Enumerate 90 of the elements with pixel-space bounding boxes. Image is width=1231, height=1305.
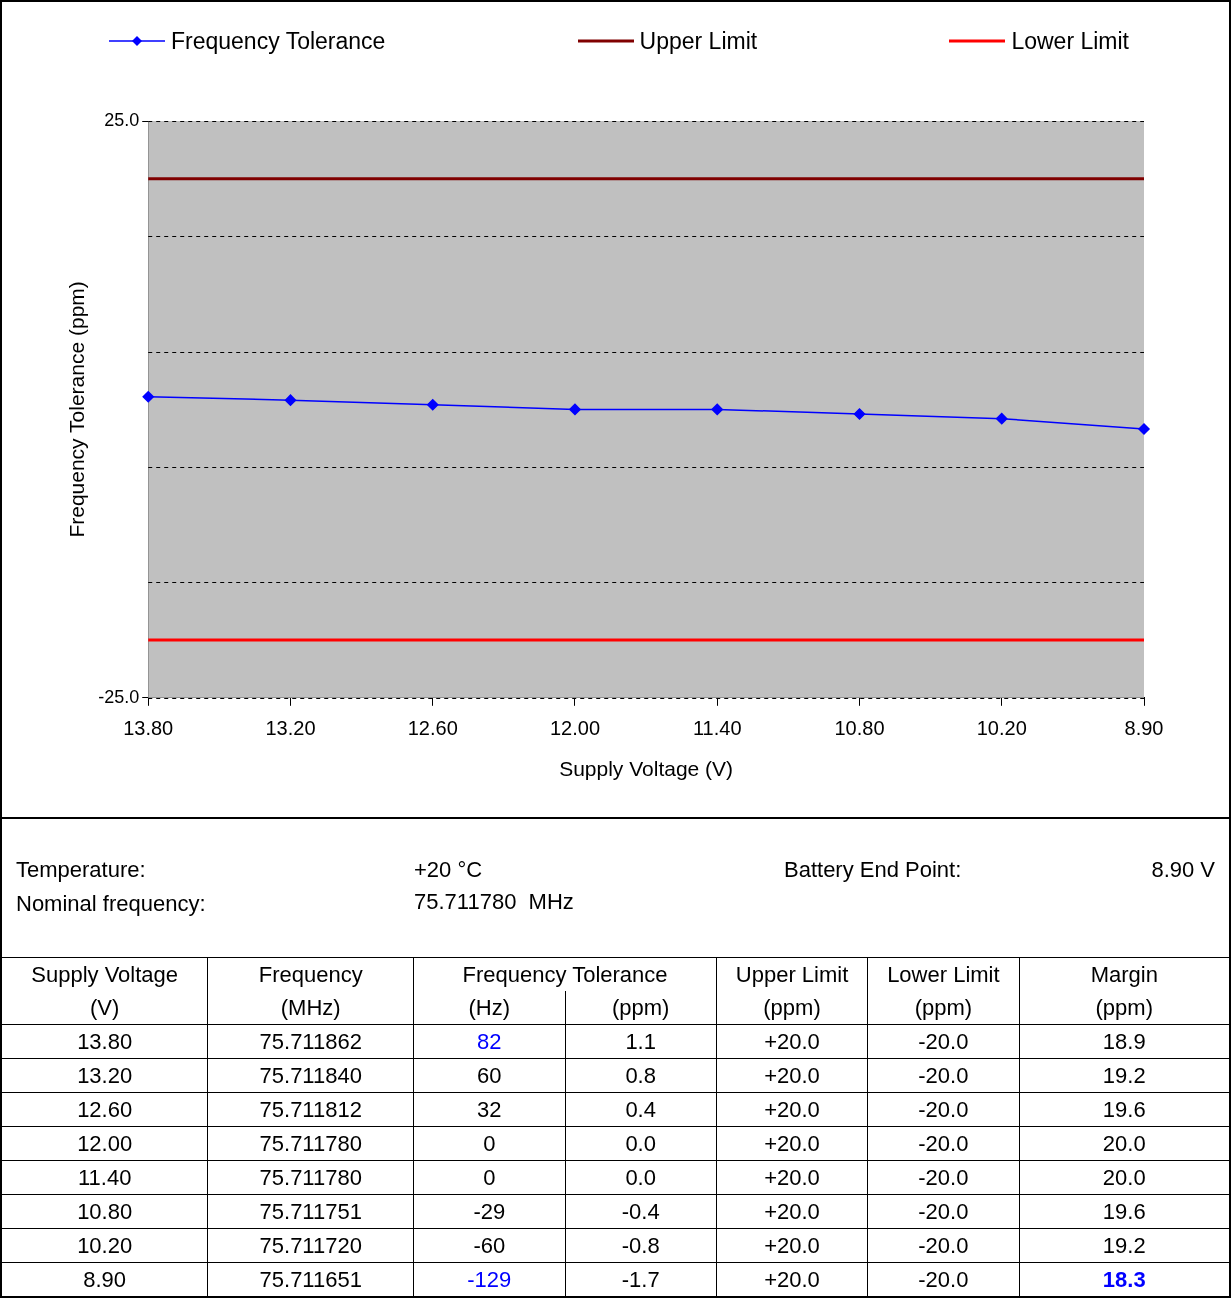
text: 75.711651 [207, 1262, 414, 1296]
text: 82 [413, 1024, 565, 1059]
text: 0.0 [565, 1160, 717, 1195]
text: -29 [413, 1194, 565, 1229]
x-tick-label: 13.80 [123, 717, 174, 740]
text: -1.7 [565, 1262, 717, 1296]
text: -20.0 [867, 1024, 1020, 1059]
text: 32 [413, 1092, 565, 1127]
text: +20.0 [716, 1092, 868, 1127]
text: -20.0 [867, 1160, 1020, 1195]
text: 0.4 [565, 1092, 717, 1127]
text: Frequency [207, 957, 414, 991]
category-label: 12.00 [77, 1130, 133, 1156]
category-label: 13.80 [77, 1028, 133, 1054]
text: 75.711780 [207, 1126, 414, 1161]
text: -20.0 [867, 1262, 1020, 1296]
text: 20.0 [1019, 1160, 1229, 1195]
text: (V) [2, 991, 208, 1025]
text: 1.1 [565, 1024, 717, 1059]
text: Upper Limit [716, 957, 868, 991]
x-tick-label: 12.60 [407, 717, 458, 740]
text: 0.8 [565, 1058, 717, 1093]
text: -60 [413, 1228, 565, 1263]
x-tick-label: 13.20 [265, 717, 316, 740]
text: +20.0 [716, 1058, 868, 1093]
text: Margin [1019, 957, 1229, 991]
text: +20.0 [716, 1160, 868, 1195]
legend-label: Upper Limit [639, 27, 758, 55]
text: Frequency Tolerance [413, 957, 717, 991]
text: 75.711780 MHz [414, 889, 574, 915]
category-label: 10.20 [77, 1232, 133, 1258]
x-axis-title: Supply Voltage (V) [559, 757, 734, 781]
text: -20.0 [867, 1194, 1020, 1229]
text: 8.90 V [1151, 857, 1215, 883]
text: -20.0 [867, 1126, 1020, 1161]
text: Supply Voltage [2, 957, 208, 991]
text: 75.711720 [207, 1228, 414, 1263]
text: 0.0 [565, 1126, 717, 1161]
text: -0.8 [565, 1228, 717, 1263]
text: +20.0 [716, 1126, 868, 1161]
text: -20.0 [867, 1058, 1020, 1093]
text: 75.711812 [207, 1092, 414, 1127]
text: Battery End Point: [784, 857, 962, 883]
text: 20.0 [1019, 1126, 1229, 1161]
x-tick-label: 11.40 [692, 717, 742, 740]
text: -20.0 [867, 1092, 1020, 1127]
category-label: 12.60 [77, 1096, 133, 1122]
text: 19.2 [1019, 1058, 1229, 1093]
text: +20.0 [716, 1228, 868, 1263]
text: (ppm) [867, 991, 1020, 1025]
text: -20.0 [867, 1228, 1020, 1263]
text: 75.711840 [207, 1058, 414, 1093]
text: 75.711751 [207, 1194, 414, 1229]
text: 60 [413, 1058, 565, 1093]
text: 75.711780 [207, 1160, 414, 1195]
text: 19.2 [1019, 1228, 1229, 1263]
y-tick-label: 25.0 [104, 109, 140, 130]
text: 18.9 [1019, 1024, 1229, 1059]
text: (Hz) [413, 991, 565, 1025]
x-tick-label: 10.20 [976, 717, 1027, 740]
category-label: 13.20 [77, 1062, 133, 1088]
text: +20.0 [716, 1262, 868, 1296]
category-label: 11.40 [77, 1164, 132, 1190]
text: -129 [413, 1262, 565, 1296]
x-tick-label: 10.80 [834, 717, 885, 740]
text: +20 °C [414, 857, 483, 883]
text: -0.4 [565, 1194, 717, 1229]
text: (ppm) [565, 991, 717, 1025]
text: (ppm) [716, 991, 868, 1025]
text: +20.0 [716, 1024, 868, 1059]
legend-label: Frequency Tolerance [171, 27, 386, 55]
text: +20.0 [716, 1194, 868, 1229]
x-tick-label: 12.00 [549, 717, 601, 740]
text: 0 [413, 1160, 565, 1195]
text: 19.6 [1019, 1194, 1229, 1229]
legend-label: Lower Limit [1011, 27, 1129, 55]
text: (ppm) [1019, 991, 1229, 1025]
text: Temperature: [16, 857, 146, 883]
text: 19.6 [1019, 1092, 1229, 1127]
text: Nominal frequency: [16, 891, 206, 917]
text: 0 [413, 1126, 565, 1161]
text: Lower Limit [867, 957, 1020, 991]
y-tick-label: -25.0 [98, 686, 140, 707]
text: (MHz) [207, 991, 414, 1025]
y-axis-title: Frequency Tolerance (ppm) [65, 281, 89, 538]
x-tick-label: 8.90 [1124, 717, 1164, 740]
category-label: 10.80 [77, 1198, 133, 1224]
text: 75.711862 [207, 1024, 414, 1059]
text: 18.3 [1019, 1262, 1229, 1296]
category-label: 8.90 [83, 1266, 127, 1292]
